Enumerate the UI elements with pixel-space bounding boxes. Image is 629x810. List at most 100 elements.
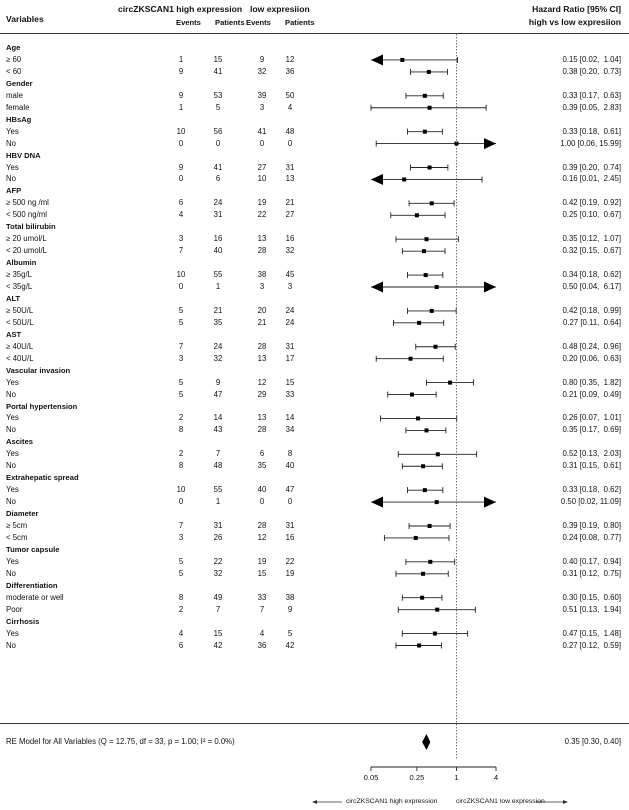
row-hr-text: 0.33 [0.18, 0.61] <box>562 126 621 136</box>
low-events: 13 <box>257 413 267 423</box>
forest-row: < 40U/L 3 32 13 17 0.20 [0.06, 0.63] <box>0 354 629 366</box>
direction-arrowhead-right <box>563 800 568 804</box>
high-patients: 7 <box>215 604 221 614</box>
forest-row: No 6 42 36 42 0.27 [0.12, 0.59] <box>0 641 629 653</box>
header-low-expression: low expresiion <box>250 4 310 14</box>
forest-row: Yes 10 55 40 47 0.33 [0.18, 0.62] <box>0 485 629 497</box>
high-events: 5 <box>178 305 184 315</box>
row-label: Yes <box>6 556 19 566</box>
row-label: Yes <box>6 126 19 136</box>
header-low-patients: Patients <box>285 18 315 27</box>
row-label: Yes <box>6 377 19 387</box>
forest-row: < 500 ng/ml 4 31 22 27 0.25 [0.10, 0.67] <box>0 210 629 222</box>
forest-row: Yes 5 22 19 22 0.40 [0.17, 0.94] <box>0 557 629 569</box>
high-patients: 16 <box>213 234 223 244</box>
high-patients: 35 <box>213 317 223 327</box>
hr-point <box>428 559 433 564</box>
low-events: 32 <box>257 66 267 76</box>
low-events: 0 <box>259 497 265 507</box>
row-hr-text: 0.24 [0.08, 0.77] <box>562 532 621 542</box>
low-patients: 4 <box>287 102 293 112</box>
row-hr-text: 0.48 [0.24, 0.96] <box>562 341 621 351</box>
high-events: 8 <box>178 461 184 471</box>
forest-row: male 9 53 39 50 0.33 [0.17, 0.63] <box>0 91 629 103</box>
row-label: < 500 ng/ml <box>6 210 47 220</box>
hr-point <box>424 428 429 433</box>
low-events: 7 <box>259 604 265 614</box>
low-patients: 9 <box>287 604 293 614</box>
low-events: 41 <box>257 126 267 136</box>
row-label: No <box>6 497 16 507</box>
forest-row: < 35g/L 0 1 3 3 0.50 [0.04, 6.17] <box>0 282 629 294</box>
arrow-left <box>371 496 383 508</box>
high-events: 5 <box>178 568 184 578</box>
row-hr-text: 0.40 [0.17, 0.94] <box>562 556 621 566</box>
row-hr-text: 0.39 [0.20, 0.74] <box>562 162 621 172</box>
group-label: AFP <box>6 186 22 196</box>
row-label: ≥ 35g/L <box>6 270 32 280</box>
low-events: 22 <box>257 210 267 220</box>
row-hr-text: 0.50 [0.02, 11.09] <box>560 497 621 507</box>
low-events: 20 <box>257 305 267 315</box>
forest-row: ≥ 35g/L 10 55 38 45 0.34 [0.18, 0.62] <box>0 270 629 282</box>
hr-point <box>414 213 419 218</box>
group-label: Diameter <box>6 509 39 519</box>
hr-point <box>426 69 431 74</box>
group-label: Extrahepatic spread <box>6 473 79 483</box>
forest-row: < 60 9 41 32 36 0.38 [0.20, 0.73] <box>0 67 629 79</box>
high-patients: 55 <box>213 485 223 495</box>
forest-row: female 1 5 3 4 0.39 [0.05, 2.83] <box>0 103 629 115</box>
high-patients: 41 <box>213 162 223 172</box>
group-label: ALT <box>6 293 21 303</box>
group-label: Total bilirubin <box>6 222 56 232</box>
high-events: 10 <box>176 126 186 136</box>
hr-point <box>434 500 439 505</box>
low-patients: 16 <box>285 532 295 542</box>
summary-label: RE Model for All Variables (Q = 12.75, d… <box>6 737 235 746</box>
header-high-events: Events <box>176 18 201 27</box>
low-events: 6 <box>259 449 265 459</box>
row-label: ≥ 5cm <box>6 521 28 530</box>
row-hr-text: 0.20 [0.06, 0.63] <box>562 353 621 363</box>
direction-left-text: circZKSCAN1 high expression <box>346 798 438 805</box>
row-hr-text: 0.35 [0.12, 1.07] <box>562 234 621 244</box>
row-label: < 35g/L <box>6 282 33 291</box>
x-tick-label: 0.25 <box>410 773 425 782</box>
group-label: Tumor capsule <box>6 544 60 554</box>
row-label: No <box>6 461 16 471</box>
forest-row: Yes 9 41 27 31 0.39 [0.20, 0.74] <box>0 163 629 175</box>
low-events: 3 <box>259 102 265 112</box>
high-events: 8 <box>178 592 184 602</box>
header-high-patients: Patients <box>215 18 245 27</box>
row-label: ≥ 20 umol/L <box>6 234 47 244</box>
hr-point <box>400 57 405 62</box>
header-rule <box>0 33 629 34</box>
row-hr-text: 0.26 [0.07, 1.01] <box>562 413 621 423</box>
forest-row: Yes 5 9 12 15 0.80 [0.35, 1.82] <box>0 378 629 390</box>
high-patients: 15 <box>213 628 223 638</box>
row-hr-text: 0.33 [0.18, 0.62] <box>562 485 621 495</box>
hr-point <box>421 571 426 576</box>
high-patients: 31 <box>213 521 223 530</box>
high-patients: 43 <box>213 425 223 435</box>
row-hr-text: 0.42 [0.18, 0.99] <box>562 305 621 315</box>
hr-point <box>424 237 429 242</box>
low-patients: 45 <box>285 270 295 280</box>
hr-point <box>417 320 422 325</box>
forest-row: Yes 10 56 41 48 0.33 [0.18, 0.61] <box>0 127 629 139</box>
forest-row: Poor 2 7 7 9 0.51 [0.13, 1.94] <box>0 605 629 617</box>
row-hr-text: 0.30 [0.15, 0.60] <box>562 592 621 602</box>
row-label: ≥ 40U/L <box>6 341 34 351</box>
high-patients: 14 <box>213 413 223 423</box>
hr-point <box>416 416 421 421</box>
hr-point <box>422 488 427 493</box>
high-patients: 1 <box>215 282 221 291</box>
low-patients: 31 <box>285 162 295 172</box>
high-events: 10 <box>176 485 186 495</box>
row-label: No <box>6 425 16 435</box>
low-patients: 34 <box>285 425 295 435</box>
row-hr-text: 0.33 [0.17, 0.63] <box>562 90 621 100</box>
low-patients: 36 <box>285 66 295 76</box>
low-patients: 14 <box>285 413 295 423</box>
row-label: < 50U/L <box>6 317 34 327</box>
